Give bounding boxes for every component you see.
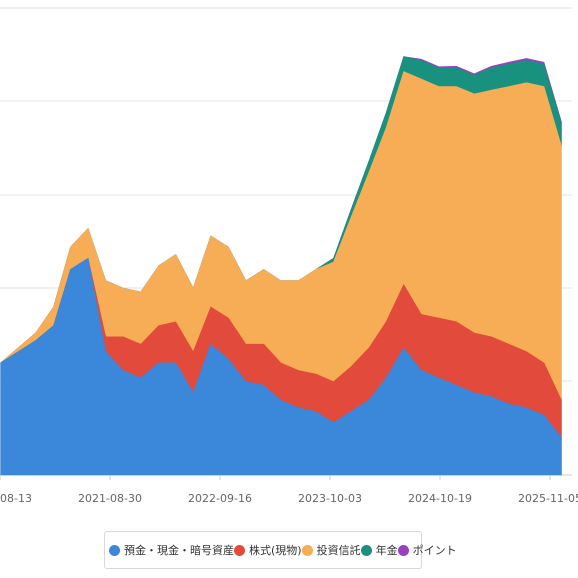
x-tick-label-3: 2023-10-03 (298, 492, 362, 505)
legend-label-pension: 年金 (375, 544, 398, 557)
legend-item-pension[interactable]: 年金 (360, 542, 398, 558)
x-tick-label-0: 2020-08-13 (0, 492, 32, 505)
chart-area: 2020-08-13 2021-08-30 2022-09-16 2023-10-03… (0, 7, 578, 505)
legend-label-funds: 投資信託 (316, 544, 361, 557)
legend-label-points: ポイント (412, 544, 457, 557)
legend-item-deposits[interactable]: 預金・現金・暗号資産 (109, 542, 234, 558)
series-area-0 (0, 257, 562, 476)
legend: 預金・現金・暗号資産 株式(現物) 投資信託 年金 ポイント (104, 531, 457, 569)
x-tick-label-2: 2022-09-16 (188, 492, 252, 505)
legend-marker-funds (301, 544, 313, 556)
legend-marker-stocks (234, 544, 245, 556)
legend-marker-deposits (109, 544, 120, 556)
x-tick-label-4: 2024-10-19 (408, 492, 472, 505)
legend-item-stocks[interactable]: 株式(現物) (234, 542, 302, 558)
legend-marker-pension (360, 544, 372, 556)
legend-item-funds[interactable]: 投資信託 (301, 542, 361, 558)
x-tick-label-1: 2021-08-30 (78, 492, 142, 505)
x-tick-label-5: 2025-11-05 (518, 492, 578, 505)
legend-marker-points (397, 544, 409, 556)
legend-item-points[interactable]: ポイント (397, 542, 457, 558)
legend-label-deposits: 預金・現金・暗号資産 (124, 544, 234, 557)
series-areas (0, 56, 562, 476)
x-axis-ticks: 2020-08-13 2021-08-30 2022-09-16 2023-10-03… (0, 475, 578, 505)
stacked-area-chart: 2020-08-13 2021-08-30 2022-09-16 2023-10-03… (0, 7, 578, 505)
legend-label-stocks: 株式(現物) (249, 544, 302, 557)
